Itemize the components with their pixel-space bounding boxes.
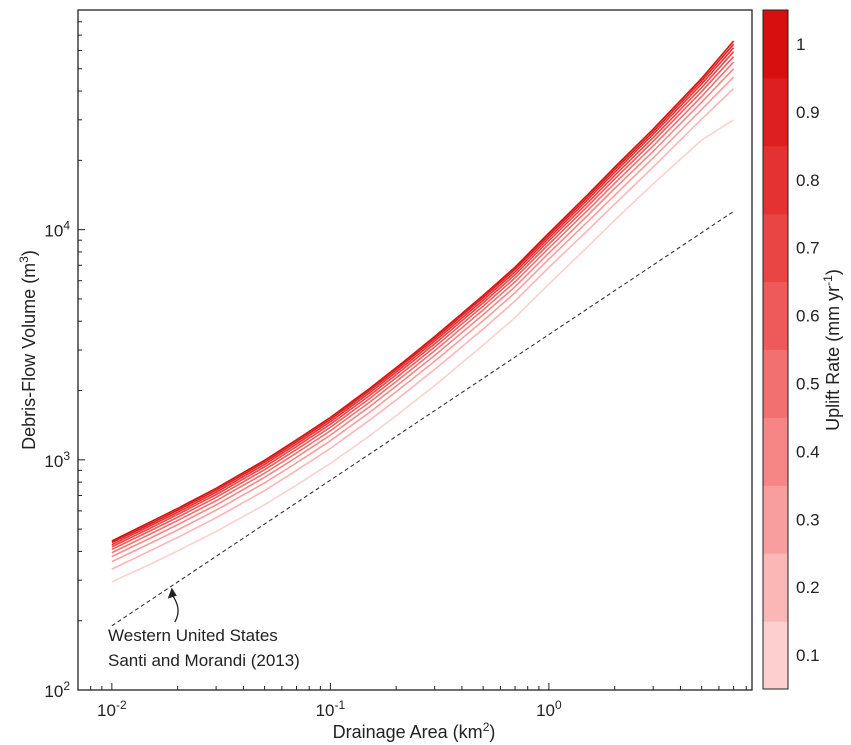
series-line-uplift-0-6 [111, 56, 735, 551]
y-axis-title: Debris-Flow Volume (m3) [17, 250, 39, 450]
series-line-uplift-0-9 [111, 43, 735, 544]
x-tick-label: 10-1 [316, 698, 346, 720]
colorbar-title: Uplift Rate (mm yr-1) [821, 269, 843, 431]
annotation-arrowhead [167, 587, 177, 599]
colorbar-label: 1 [796, 35, 805, 54]
colorbar-swatch [763, 349, 788, 418]
series-line-uplift-0-4 [111, 68, 735, 558]
reference-line [111, 210, 734, 627]
colorbar-label: 0.6 [796, 307, 820, 326]
x-tick-label: 10-2 [97, 698, 127, 720]
series-line-uplift-1 [111, 40, 735, 542]
uplift-curves [111, 40, 735, 583]
annotation-arrow [172, 595, 179, 623]
y-tick-label: 104 [44, 219, 70, 241]
colorbar-label: 0.3 [796, 510, 820, 529]
y-axis-ticks: 102 103 104 [44, 9, 85, 701]
colorbar-swatch [763, 10, 788, 79]
colorbar-label: 0.4 [796, 442, 820, 461]
series-line-uplift-0-8 [111, 47, 735, 546]
colorbar-swatch [763, 213, 788, 283]
colorbar-swatch [763, 417, 788, 486]
colorbar-label: 0.7 [796, 239, 820, 258]
colorbar-label: 0.8 [796, 171, 820, 190]
x-axis-ticks: 10-2 10-1 100 [77, 683, 747, 720]
y-tick-label: 103 [44, 449, 70, 471]
series-line-uplift-0-7 [111, 51, 735, 548]
x-tick-label: 100 [536, 698, 562, 720]
series-line-uplift-0-2 [111, 88, 735, 570]
colorbar: 0.1 0.2 0.3 0.4 0.5 0.6 0.7 0.8 0.9 1 [762, 9, 820, 690]
colorbar-swatch [763, 485, 788, 554]
y-tick-label: 102 [44, 679, 70, 701]
colorbar-swatch [763, 553, 788, 622]
colorbar-swatch [763, 281, 788, 350]
series-line-uplift-0-3 [111, 76, 735, 563]
colorbar-swatch [763, 145, 788, 215]
reference-line-group [111, 210, 734, 627]
series-line-uplift-0-5 [111, 61, 735, 554]
annotation-line-2: Santi and Morandi (2013) [108, 651, 300, 670]
colorbar-label: 0.1 [796, 646, 820, 665]
colorbar-label: 0.9 [796, 103, 820, 122]
colorbar-label: 0.2 [796, 578, 820, 597]
colorbar-swatch [763, 621, 788, 690]
series-line-uplift-0-1 [111, 119, 734, 583]
x-axis-title: Drainage Area (km2) [333, 720, 496, 742]
annotation-line-1: Western United States [108, 626, 278, 645]
colorbar-label: 0.5 [796, 374, 820, 393]
colorbar-swatch [763, 77, 788, 147]
colorbar-frame [762, 9, 789, 690]
annotation-group: Western United States Santi and Morandi … [108, 587, 300, 670]
plot-frame [77, 9, 753, 691]
